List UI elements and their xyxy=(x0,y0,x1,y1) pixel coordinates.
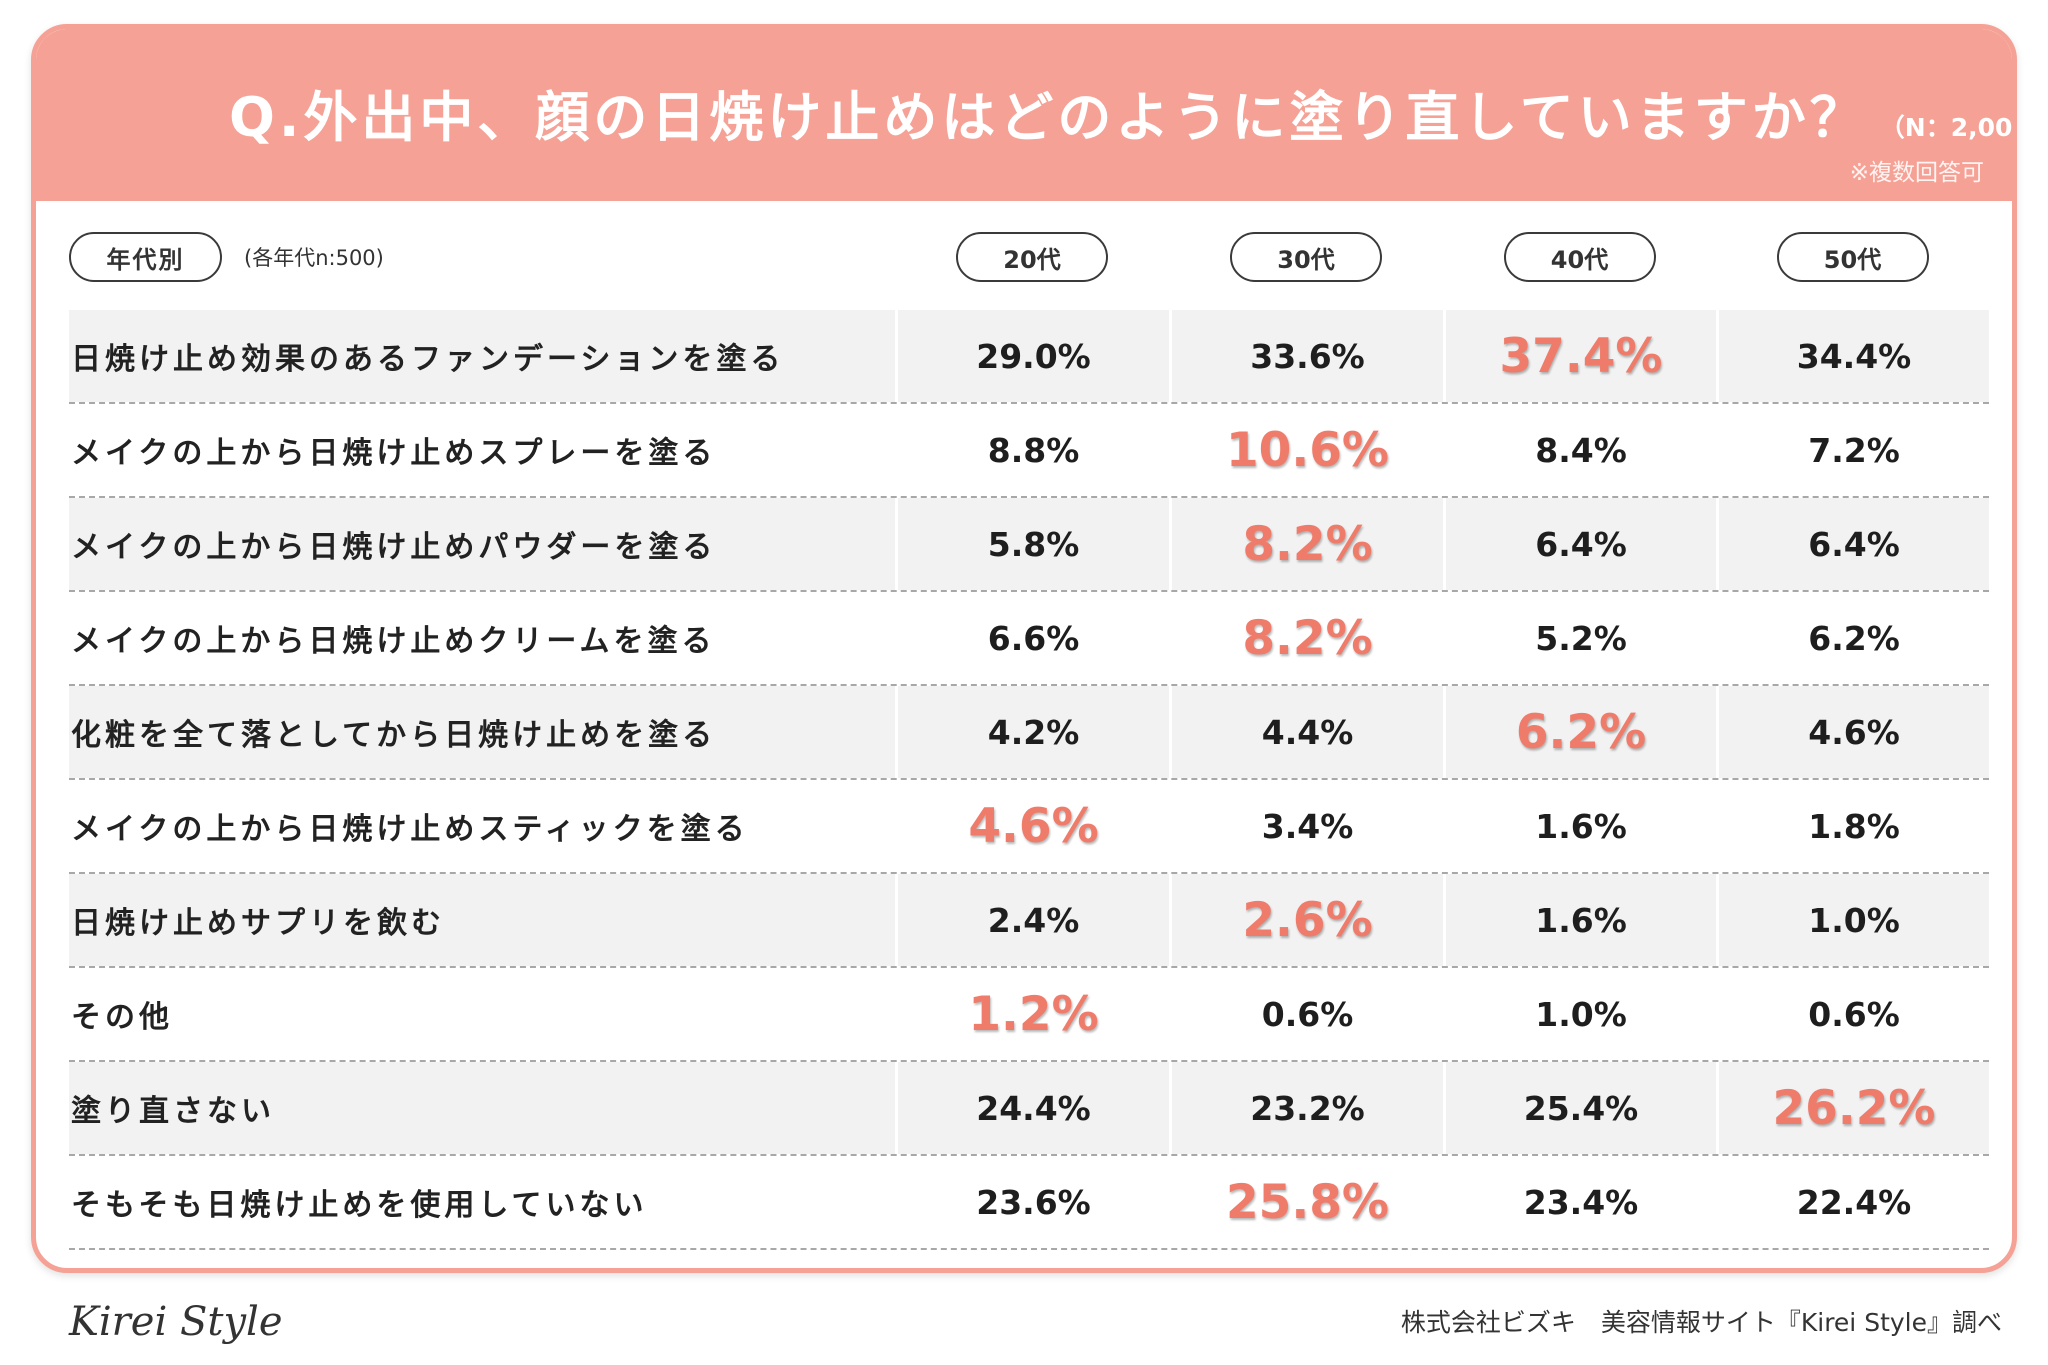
value-cell: 22.4% xyxy=(1716,1156,1989,1248)
value-cell-highlight: 37.4% xyxy=(1443,310,1716,402)
row-label: メイクの上から日焼け止めクリームを塗る xyxy=(71,624,716,659)
value-cell: 5.2% xyxy=(1443,592,1716,684)
value-cell: 24.4% xyxy=(895,1062,1169,1154)
multiple-answer-note: ※複数回答可 xyxy=(1849,160,1984,186)
row-label: そもそも日焼け止めを使用していない xyxy=(71,1188,648,1223)
value-cell-highlight: 2.6% xyxy=(1169,874,1443,966)
table-row: 日焼け止めサプリを飲む 2.4% 2.6% 1.6% 1.0% xyxy=(69,874,1989,968)
value-cell: 34.4% xyxy=(1716,310,1989,402)
title-band xyxy=(36,29,2012,201)
table-row: 塗り直さない 24.4% 23.2% 25.4% 26.2% xyxy=(69,1062,1989,1156)
value-cell: 23.6% xyxy=(895,1156,1169,1248)
value-cell: 33.6% xyxy=(1169,310,1443,402)
value-cell: 1.6% xyxy=(1443,874,1716,966)
value-cell: 23.2% xyxy=(1169,1062,1443,1154)
value-cell: 8.8% xyxy=(895,404,1169,496)
source-credit: 株式会社ビズキ 美容情報サイト『Kirei Style』調べ xyxy=(1400,1308,2002,1337)
sample-size: （N：2,000） xyxy=(1879,113,2013,142)
title-row: Q.外出中、顔の日焼け止めはどのように塗り直していますか？ （N：2,000） xyxy=(229,86,2013,160)
value-cell: 7.2% xyxy=(1716,404,1989,496)
table-row: 日焼け止め効果のあるファンデーションを塗る 29.0% 33.6% 37.4% 34.4… xyxy=(69,310,1989,404)
column-header-pill: 20代 xyxy=(956,232,1108,282)
column-header-pill: 40代 xyxy=(1503,232,1656,282)
value-cell: 8.4% xyxy=(1443,404,1716,496)
value-cell: 4.2% xyxy=(895,686,1169,778)
column-header-cell: 50代 xyxy=(1716,232,1989,282)
value-cell: 1.6% xyxy=(1443,780,1716,872)
age-group-pill: 年代別 xyxy=(69,232,222,282)
value-cell-highlight: 1.2% xyxy=(895,968,1169,1060)
value-cell: 5.8% xyxy=(895,498,1169,590)
value-cell: 6.4% xyxy=(1443,498,1716,590)
value-cell-highlight: 6.2% xyxy=(1443,686,1716,778)
value-cell-highlight: 8.2% xyxy=(1169,498,1443,590)
table-row: メイクの上から日焼け止めスプレーを塗る 8.8% 10.6% 8.4% 7.2% xyxy=(69,404,1989,498)
column-header-cell: 40代 xyxy=(1443,232,1716,282)
column-header-spacer xyxy=(69,232,895,282)
value-cell: 1.0% xyxy=(1443,968,1716,1060)
value-cell: 6.4% xyxy=(1716,498,1989,590)
value-cell: 23.4% xyxy=(1443,1156,1716,1248)
table-row: その他 1.2% 0.6% 1.0% 0.6% xyxy=(69,968,1989,1062)
value-cell: 3.4% xyxy=(1169,780,1443,872)
value-cell-highlight: 10.6% xyxy=(1169,404,1443,496)
results-table: 日焼け止め効果のあるファンデーションを塗る 29.0% 33.6% 37.4% 34.4… xyxy=(69,310,1989,1250)
table-row: メイクの上から日焼け止めクリームを塗る 6.6% 8.2% 5.2% 6.2% xyxy=(69,592,1989,686)
value-cell: 0.6% xyxy=(1716,968,1989,1060)
value-cell: 4.6% xyxy=(1716,686,1989,778)
value-cell: 25.4% xyxy=(1443,1062,1716,1154)
value-cell: 2.4% xyxy=(895,874,1169,966)
column-header-cell: 20代 xyxy=(895,232,1169,282)
row-label: メイクの上から日焼け止めスプレーを塗る xyxy=(71,436,717,471)
value-cell-highlight: 26.2% xyxy=(1716,1062,1989,1154)
row-label: メイクの上から日焼け止めスティックを塗る xyxy=(71,812,749,847)
row-label: 日焼け止め効果のあるファンデーションを塗る xyxy=(69,310,895,402)
row-label: 日焼け止めサプリを飲む xyxy=(69,874,895,966)
column-header-cell: 30代 xyxy=(1169,232,1443,282)
value-cell: 1.0% xyxy=(1716,874,1989,966)
table-row: メイクの上から日焼け止めスティックを塗る 4.6% 3.4% 1.6% 1.8% xyxy=(69,780,1989,874)
column-header-row: 20代 30代 40代 50代 xyxy=(69,232,1989,282)
table-row: メイクの上から日焼け止めパウダーを塗る 5.8% 8.2% 6.4% 6.4% xyxy=(69,498,1989,592)
value-cell: 4.4% xyxy=(1169,686,1443,778)
row-label: メイクの上から日焼け止めパウダーを塗る xyxy=(69,498,895,590)
value-cell: 0.6% xyxy=(1169,968,1443,1060)
column-header-pill: 50代 xyxy=(1776,232,1929,282)
group-sample-size: (各年代n:500) xyxy=(244,246,384,270)
chart-title: Q.外出中、顔の日焼け止めはどのように塗り直していますか？ xyxy=(229,86,1868,149)
value-cell-highlight: 8.2% xyxy=(1169,592,1443,684)
table-row: そもそも日焼け止めを使用していない 23.6% 25.8% 23.4% 22.4% xyxy=(69,1156,1989,1250)
row-label: 化粧を全て落としてから日焼け止めを塗る xyxy=(69,686,895,778)
column-header-pill: 30代 xyxy=(1230,232,1382,282)
value-cell: 29.0% xyxy=(895,310,1169,402)
value-cell: 6.6% xyxy=(895,592,1169,684)
row-label: 塗り直さない xyxy=(69,1062,895,1154)
value-cell: 6.2% xyxy=(1716,592,1989,684)
kirei-style-logo: Kirei Style xyxy=(69,1299,283,1345)
table-row: 化粧を全て落としてから日焼け止めを塗る 4.2% 4.4% 6.2% 4.6% xyxy=(69,686,1989,780)
value-cell: 1.8% xyxy=(1716,780,1989,872)
value-cell-highlight: 25.8% xyxy=(1169,1156,1443,1248)
row-label: その他 xyxy=(71,1000,173,1035)
value-cell-highlight: 4.6% xyxy=(895,780,1169,872)
